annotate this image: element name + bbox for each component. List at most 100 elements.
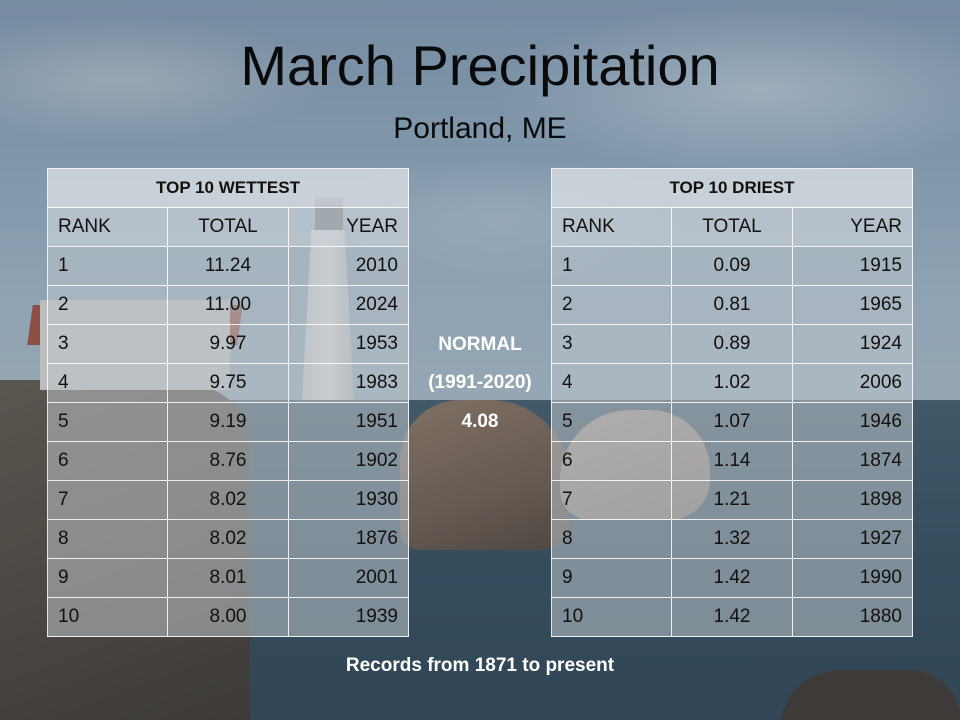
table-row: 7 1.21 1898 [550, 480, 914, 520]
year-cell: 2024 [287, 285, 410, 325]
table-row: 3 9.97 1953 [46, 324, 410, 364]
table-row: 9 8.01 2001 [46, 558, 410, 598]
rank-cell: 7 [46, 480, 169, 520]
table-row: 3 0.89 1924 [550, 324, 914, 364]
rank-cell: 6 [550, 441, 673, 481]
table-row: 4 9.75 1983 [46, 363, 410, 403]
rank-cell: 10 [550, 597, 673, 637]
year-cell: 2001 [287, 558, 410, 598]
total-cell: 0.81 [671, 285, 793, 325]
rank-cell: 2 [46, 285, 169, 325]
rank-cell: 1 [550, 246, 673, 286]
total-cell: 11.24 [167, 246, 289, 286]
year-cell: 1902 [287, 441, 410, 481]
slide-title: March Precipitation [240, 34, 720, 97]
year-cell: 1953 [287, 324, 410, 364]
table-row: 9 1.42 1990 [550, 558, 914, 598]
column-header-row: RANK TOTAL YEAR [550, 207, 914, 247]
year-cell: 1898 [791, 480, 914, 520]
total-cell: 1.32 [671, 519, 793, 559]
total-cell: 8.02 [167, 519, 289, 559]
year-cell: 1990 [791, 558, 914, 598]
year-cell: 1951 [287, 402, 410, 442]
driest-table-body: RANK TOTAL YEAR 1 0.09 1915 2 0.81 1965 3 0.89 1… [550, 207, 914, 637]
wettest-table-heading: TOP 10 WETTEST [47, 168, 409, 208]
slide-subtitle: Portland, ME [393, 112, 567, 145]
total-cell: 9.75 [167, 363, 289, 403]
column-header-row: RANK TOTAL YEAR [46, 207, 410, 247]
total-cell: 1.21 [671, 480, 793, 520]
table-row: 8 8.02 1876 [46, 519, 410, 559]
table-row: 10 8.00 1939 [46, 597, 410, 637]
table-row: 4 1.02 2006 [550, 363, 914, 403]
rocks-middle [400, 400, 570, 550]
normal-period: (1991-2020) [428, 372, 532, 393]
rocks-bottom-right [780, 670, 960, 720]
column-header-year: YEAR [287, 207, 410, 247]
rank-cell: 9 [46, 558, 169, 598]
normal-value: 4.08 [461, 411, 499, 432]
year-cell: 1927 [791, 519, 914, 559]
year-cell: 2010 [287, 246, 410, 286]
table-row: 2 11.00 2024 [46, 285, 410, 325]
column-header-total: TOTAL [671, 207, 793, 247]
rank-cell: 8 [550, 519, 673, 559]
rank-cell: 10 [46, 597, 169, 637]
rank-cell: 2 [550, 285, 673, 325]
rank-cell: 3 [46, 324, 169, 364]
table-row: 6 8.76 1902 [46, 441, 410, 481]
total-cell: 8.76 [167, 441, 289, 481]
total-cell: 1.42 [671, 558, 793, 598]
rank-cell: 3 [550, 324, 673, 364]
table-row: 5 9.19 1951 [46, 402, 410, 442]
driest-table-heading: TOP 10 DRIEST [551, 168, 913, 208]
table-row: 8 1.32 1927 [550, 519, 914, 559]
rank-cell: 4 [550, 363, 673, 403]
column-header-total: TOTAL [167, 207, 289, 247]
total-cell: 1.42 [671, 597, 793, 637]
records-footnote: Records from 1871 to present [345, 655, 615, 676]
year-cell: 1983 [287, 363, 410, 403]
total-cell: 11.00 [167, 285, 289, 325]
year-cell: 1915 [791, 246, 914, 286]
year-cell: 1946 [791, 402, 914, 442]
year-cell: 1876 [287, 519, 410, 559]
total-cell: 8.00 [167, 597, 289, 637]
total-cell: 9.19 [167, 402, 289, 442]
rank-cell: 8 [46, 519, 169, 559]
total-cell: 8.02 [167, 480, 289, 520]
column-header-year: YEAR [791, 207, 914, 247]
normal-label: NORMAL [438, 334, 522, 355]
rank-cell: 4 [46, 363, 169, 403]
total-cell: 1.02 [671, 363, 793, 403]
table-row: 6 1.14 1874 [550, 441, 914, 481]
year-cell: 1924 [791, 324, 914, 364]
table-row: 2 0.81 1965 [550, 285, 914, 325]
year-cell: 1939 [287, 597, 410, 637]
rank-cell: 6 [46, 441, 169, 481]
total-cell: 1.07 [671, 402, 793, 442]
rank-cell: 1 [46, 246, 169, 286]
table-row: 1 0.09 1915 [550, 246, 914, 286]
total-cell: 9.97 [167, 324, 289, 364]
column-header-rank: RANK [550, 207, 673, 247]
total-cell: 1.14 [671, 441, 793, 481]
table-row: 1 11.24 2010 [46, 246, 410, 286]
total-cell: 8.01 [167, 558, 289, 598]
driest-table: TOP 10 DRIEST RANK TOTAL YEAR 1 0.09 1915 2… [550, 168, 914, 637]
total-cell: 0.89 [671, 324, 793, 364]
year-cell: 1965 [791, 285, 914, 325]
rank-cell: 9 [550, 558, 673, 598]
table-row: 7 8.02 1930 [46, 480, 410, 520]
wettest-table-body: RANK TOTAL YEAR 1 11.24 2010 2 11.00 2024 3 9.9… [46, 207, 410, 637]
year-cell: 1880 [791, 597, 914, 637]
year-cell: 2006 [791, 363, 914, 403]
rank-cell: 5 [46, 402, 169, 442]
table-row: 10 1.42 1880 [550, 597, 914, 637]
total-cell: 0.09 [671, 246, 793, 286]
rank-cell: 7 [550, 480, 673, 520]
column-header-rank: RANK [46, 207, 169, 247]
year-cell: 1930 [287, 480, 410, 520]
table-row: 5 1.07 1946 [550, 402, 914, 442]
rank-cell: 5 [550, 402, 673, 442]
